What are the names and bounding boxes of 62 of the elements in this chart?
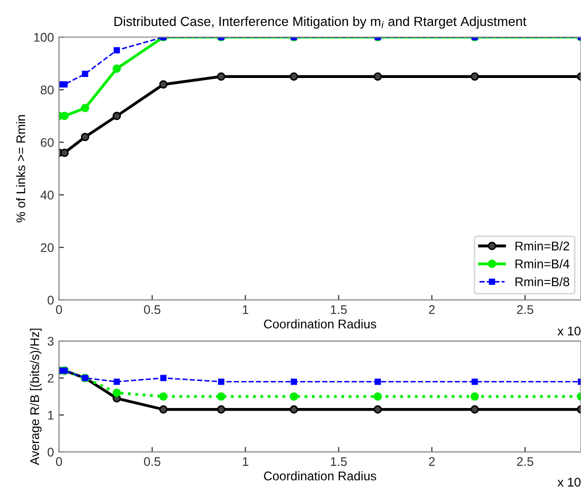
x-tick-label: 2.5 — [517, 457, 534, 466]
point — [159, 80, 168, 89]
text: x 10 — [558, 478, 581, 487]
point — [470, 72, 479, 81]
y-tick-label: 1 — [48, 410, 54, 420]
point — [80, 104, 90, 112]
x-tick-label: 0.5 — [144, 305, 160, 314]
point — [470, 392, 479, 401]
point — [112, 112, 121, 120]
point — [374, 392, 382, 401]
point — [160, 374, 167, 382]
point — [159, 405, 168, 414]
x-tick-label: 2 — [429, 457, 435, 466]
point — [217, 405, 226, 414]
x-tick-label: 0.5 — [144, 457, 160, 466]
point — [114, 47, 120, 54]
point — [114, 378, 120, 385]
point — [217, 392, 226, 401]
point — [290, 405, 298, 414]
x-tick-label: 1.5 — [330, 305, 347, 314]
point — [290, 392, 298, 401]
point — [470, 405, 479, 414]
x-tick-label: 2.5 — [517, 305, 534, 314]
point — [112, 388, 121, 397]
y-tick-label: 2 — [48, 374, 54, 383]
legend-label: Rmin=B/2 — [516, 241, 570, 250]
y-tick-label: 20 — [40, 243, 54, 252]
y-tick-label: 3 — [48, 336, 54, 346]
x-tick-label: 1 — [242, 305, 248, 314]
x-tick-label: 1.5 — [330, 457, 347, 466]
point — [472, 378, 478, 385]
point — [218, 378, 224, 385]
point — [82, 70, 88, 78]
y-tick-label: 0 — [48, 296, 54, 305]
point — [61, 81, 68, 88]
y-tick-label: 80 — [40, 85, 54, 94]
point — [60, 148, 69, 157]
x-tick-label: 0 — [56, 457, 62, 466]
point — [112, 64, 121, 73]
legend-label: Rmin=B/8 — [516, 277, 570, 286]
y-axis-title: Average R/B [(bits/s)/Hz] — [30, 328, 42, 466]
point — [290, 72, 298, 81]
point — [374, 378, 381, 385]
y-tick-label: 0 — [48, 448, 54, 457]
x-tick-label: 0 — [56, 305, 62, 314]
x-axis-title: Coordination Radius — [264, 471, 376, 480]
x-axis-title: Coordination Radius — [264, 319, 376, 328]
point — [159, 392, 168, 401]
y-tick-label: 100 — [34, 32, 54, 42]
text: x 10 — [558, 326, 581, 336]
point — [217, 72, 226, 81]
x-tick-label: 2 — [429, 305, 435, 314]
point — [374, 72, 382, 81]
chart-title: Distributed Case, Interference Mitigation by m$_{i}$ and Rtarget Adjustment — [114, 16, 526, 29]
point — [374, 405, 382, 414]
point — [80, 132, 90, 142]
point — [290, 378, 298, 385]
y-axis-title: % of Links >= Rmin — [16, 115, 26, 222]
legend-label: Rmin=B/4 — [516, 259, 570, 268]
y-tick-label: 40 — [40, 190, 54, 200]
y-tick-label: 60 — [40, 138, 54, 147]
x-tick-label: 1 — [242, 457, 248, 466]
